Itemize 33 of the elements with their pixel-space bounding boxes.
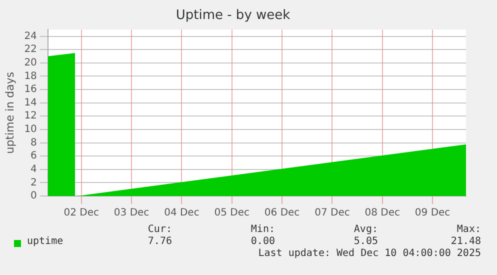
chart-title: Uptime - by week xyxy=(176,8,291,24)
y-tick-label: 18 xyxy=(24,70,37,82)
text: Min: xyxy=(250,224,275,235)
text: 7.76 xyxy=(148,236,172,247)
y-tick-label: 24 xyxy=(24,30,37,42)
y-tick-label: 16 xyxy=(24,84,37,96)
y-tick-label: 10 xyxy=(24,124,37,136)
y-tick-label: 4 xyxy=(30,164,37,175)
y-tick-label: 22 xyxy=(24,44,37,56)
y-tick-label: 0 xyxy=(30,190,37,202)
x-tick-label: 07 Dec xyxy=(314,208,350,219)
y-tick-label: 20 xyxy=(24,57,37,68)
x-tick-label: 05 Dec xyxy=(214,208,250,219)
y-tick-label: 14 xyxy=(24,97,37,108)
x-tick-label: 02 Dec xyxy=(64,208,100,219)
text: Avg: xyxy=(354,224,378,235)
x-tick-label: 04 Dec xyxy=(164,208,200,219)
y-tick-label: 8 xyxy=(30,137,37,148)
y-tick-label: 12 xyxy=(24,110,37,122)
y-tick-label: 2 xyxy=(30,177,37,188)
text: 5.05 xyxy=(354,236,378,247)
text: Last update: Wed Dec 10 04:00:00 2025 xyxy=(258,248,481,259)
text: Cur: xyxy=(148,224,172,235)
y-axis-title: uptime in days xyxy=(3,72,16,154)
x-tick-label: 06 Dec xyxy=(264,208,300,219)
x-tick-label: 08 Dec xyxy=(364,208,400,219)
y-tick-label: 6 xyxy=(30,150,37,162)
text: 0.00 xyxy=(250,236,275,247)
text: Max: xyxy=(456,224,481,235)
legend-label: uptime xyxy=(27,236,64,247)
text: 21.48 xyxy=(450,236,481,247)
x-tick-label: 03 Dec xyxy=(114,208,150,219)
x-tick-label: 09 Dec xyxy=(414,208,450,219)
